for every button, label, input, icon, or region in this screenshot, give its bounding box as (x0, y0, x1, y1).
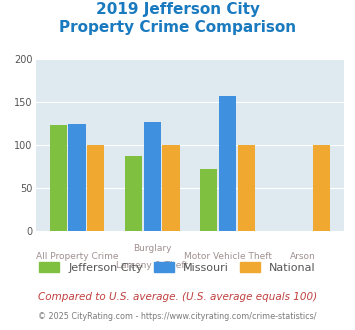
Text: Larceny & Theft: Larceny & Theft (116, 261, 189, 270)
Text: Burglary: Burglary (133, 244, 171, 253)
Text: All Property Crime: All Property Crime (36, 252, 118, 261)
Text: Motor Vehicle Theft: Motor Vehicle Theft (184, 252, 272, 261)
Text: Compared to U.S. average. (U.S. average equals 100): Compared to U.S. average. (U.S. average … (38, 292, 317, 302)
Text: Arson: Arson (290, 252, 316, 261)
Bar (163, 145, 180, 231)
Bar (144, 122, 161, 231)
Legend: Jefferson City, Missouri, National: Jefferson City, Missouri, National (35, 258, 320, 278)
Text: Property Crime Comparison: Property Crime Comparison (59, 20, 296, 35)
Bar (219, 96, 236, 231)
Bar (69, 124, 86, 231)
Bar (238, 145, 255, 231)
Bar (87, 145, 104, 231)
Bar (313, 145, 330, 231)
Bar (200, 169, 217, 231)
Text: 2019 Jefferson City: 2019 Jefferson City (95, 2, 260, 16)
Bar (125, 156, 142, 231)
Bar (50, 125, 67, 231)
Text: © 2025 CityRating.com - https://www.cityrating.com/crime-statistics/: © 2025 CityRating.com - https://www.city… (38, 312, 317, 321)
